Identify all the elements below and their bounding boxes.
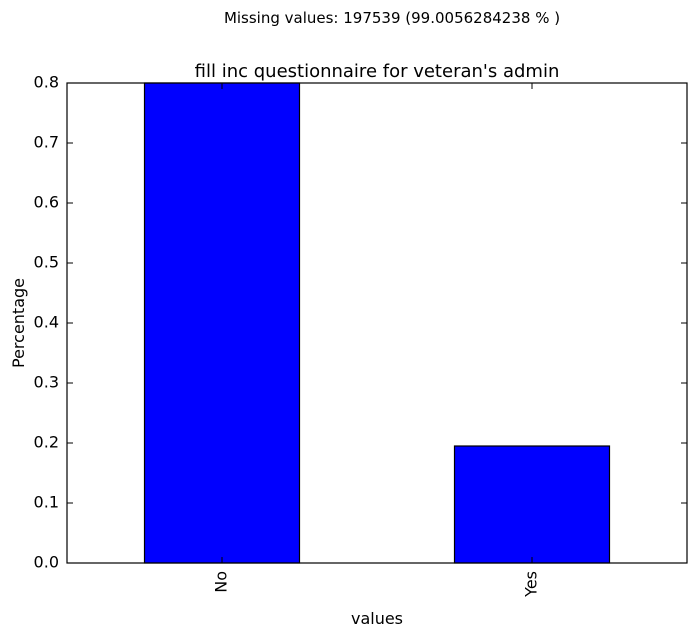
chart-title: fill inc questionnaire for veteran's adm… (195, 61, 560, 82)
y-tick-label: 0.8 (34, 73, 59, 92)
plot-frame (66, 82, 688, 564)
bar-no (143, 82, 301, 564)
y-tick-label: 0.2 (34, 433, 59, 452)
ticks-layer: No Yes 0.0 0.1 0.2 0.3 0.4 0.5 0.6 0.7 0.8 (34, 73, 687, 598)
bar-yes (453, 445, 611, 564)
y-tick-label: 0.1 (34, 493, 59, 512)
x-tick-label-yes: Yes (522, 571, 541, 598)
y-tick-label: 0.7 (34, 133, 59, 152)
x-axis-label: values (351, 609, 403, 628)
y-tick-label: 0.5 (34, 253, 59, 272)
y-tick-label: 0.4 (34, 313, 59, 332)
figure-suptitle: Missing values: 197539 (99.0056284238 % … (224, 9, 560, 27)
y-tick-label: 0.6 (34, 193, 59, 212)
y-axis-label: Percentage (9, 278, 28, 368)
bars-layer (143, 82, 611, 564)
y-tick-label: 0.0 (34, 553, 59, 572)
y-tick-label: 0.3 (34, 373, 59, 392)
x-tick-label-no: No (212, 571, 231, 593)
